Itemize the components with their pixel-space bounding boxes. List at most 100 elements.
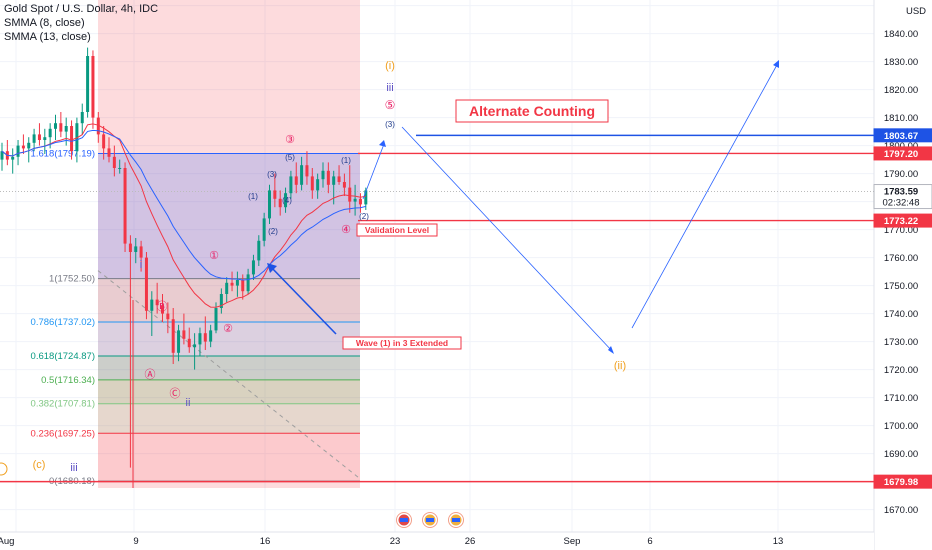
wave1-extended-label-box — [342, 336, 462, 350]
candle-body — [123, 168, 127, 244]
price-axis-tick-label: 1670.00 — [884, 505, 918, 516]
wave-label: iii — [70, 462, 77, 474]
candle-body — [268, 190, 271, 219]
validation-level-label: Validation Level — [365, 225, 429, 235]
candle-body — [118, 168, 122, 169]
wave-label: ⑤ — [385, 98, 396, 112]
price-tag-bg — [873, 184, 932, 210]
candle-body — [289, 176, 293, 194]
candle-body — [294, 176, 298, 185]
candle-body — [96, 117, 100, 135]
candle-body — [80, 112, 84, 124]
time-axis-label: 26 — [465, 536, 476, 547]
wave-label: ii — [186, 397, 191, 409]
fib-zone — [98, 321, 360, 356]
time-axis-label: 13 — [773, 536, 784, 547]
candle-body — [364, 190, 368, 205]
alternate-counting-title-box — [455, 99, 609, 123]
wave-label: ② — [223, 323, 233, 335]
wave-label: ③ — [285, 134, 295, 146]
fib-level-label: 0.382(1707.81) — [31, 399, 95, 410]
candle-body — [358, 198, 362, 205]
indicator-smma-13: SMMA (13, close) — [4, 31, 91, 43]
event-marker-flag — [426, 518, 434, 522]
candle-body — [214, 308, 218, 331]
candle-body — [198, 333, 202, 345]
candle-body — [262, 218, 266, 241]
price-tag-countdown: 02:32:48 — [883, 198, 920, 209]
candle-body — [310, 176, 314, 191]
alternate-counting-title: Alternate Counting — [469, 103, 595, 119]
candle-body — [64, 126, 68, 132]
candle-body — [171, 319, 175, 353]
arrowhead — [608, 346, 614, 354]
candle-body — [150, 299, 154, 311]
chart-title: Gold Spot / U.S. Dollar, 4h, IDC — [4, 3, 159, 15]
price-axis-tick-label: 1770.00 — [884, 225, 918, 236]
price-tag-label: 1797.20 — [884, 149, 918, 160]
candle-body — [128, 243, 132, 252]
wave-label: iii — [386, 82, 393, 94]
fib-zone — [98, 403, 360, 434]
chart-legend: Gold Spot / U.S. Dollar, 4h, IDC SMMA (8… — [4, 2, 158, 44]
candle-body — [112, 156, 116, 168]
candle-body — [107, 148, 111, 157]
wave-label: Ⓑ — [157, 300, 168, 313]
fib-level-label: 1(1752.50) — [49, 274, 95, 285]
arrowhead — [379, 140, 386, 147]
wave-label: (1) — [341, 156, 351, 165]
candle-body — [102, 134, 106, 149]
candle-body — [155, 299, 159, 306]
wave-label: Ⓒ — [170, 387, 181, 400]
price-axis-tick-label: 1790.00 — [884, 169, 918, 180]
validation-level-label-box — [356, 223, 438, 237]
candle-body — [177, 330, 181, 353]
smma-8-line — [1, 123, 366, 308]
candle-body — [91, 56, 95, 118]
fib-zone — [98, 433, 360, 482]
price-tag-label: 1679.98 — [884, 477, 918, 488]
candle-body — [348, 187, 352, 202]
price-axis-tick-label: 1700.00 — [884, 421, 918, 432]
wave-label: (2) — [268, 227, 278, 236]
candle-body — [209, 330, 213, 342]
price-axis-tick-label: 1830.00 — [884, 57, 918, 68]
time-axis-bg — [0, 532, 874, 550]
wave-label: (1) — [248, 192, 258, 201]
candle-body — [316, 179, 320, 191]
fib-zone — [98, 278, 360, 322]
candle-body — [161, 305, 164, 314]
wave-label: (5) — [285, 153, 295, 162]
candle-body — [21, 145, 25, 149]
candle-body — [284, 193, 288, 208]
fib-zone — [98, 379, 360, 404]
price-axis-bg — [874, 0, 932, 550]
wave-label: (3) — [267, 170, 277, 179]
projection-line-down — [401, 126, 614, 353]
wave-label: ④ — [341, 224, 351, 236]
wave-label: i — [140, 259, 142, 271]
price-tag-label: 1783.59 — [884, 187, 918, 198]
candle-body — [75, 123, 79, 152]
candle-body — [332, 176, 336, 185]
indicator-smma-8: SMMA (8, close) — [4, 17, 85, 29]
price-axis-currency: USD — [906, 6, 926, 17]
price-axis-tick-label: 1730.00 — [884, 337, 918, 348]
candle-body — [27, 142, 31, 149]
wave-label: ① — [209, 250, 219, 262]
fib-level-label: 0.786(1737.02) — [31, 317, 95, 328]
fib-level-label: 1.618(1797.19) — [31, 148, 95, 159]
candle-body — [182, 330, 186, 339]
candle-body — [187, 338, 191, 348]
candle-body — [203, 333, 207, 342]
time-axis-label: Sep — [564, 536, 581, 547]
candle-body — [241, 280, 245, 292]
cropped-wave-marker — [0, 462, 8, 476]
projection-line-up1 — [362, 143, 385, 200]
candle-body — [144, 257, 148, 311]
time-axis-label: 16 — [260, 536, 271, 547]
price-tag-label: 1773.22 — [884, 216, 918, 227]
wave-label: (2) — [359, 212, 369, 221]
candle-body — [326, 170, 330, 185]
